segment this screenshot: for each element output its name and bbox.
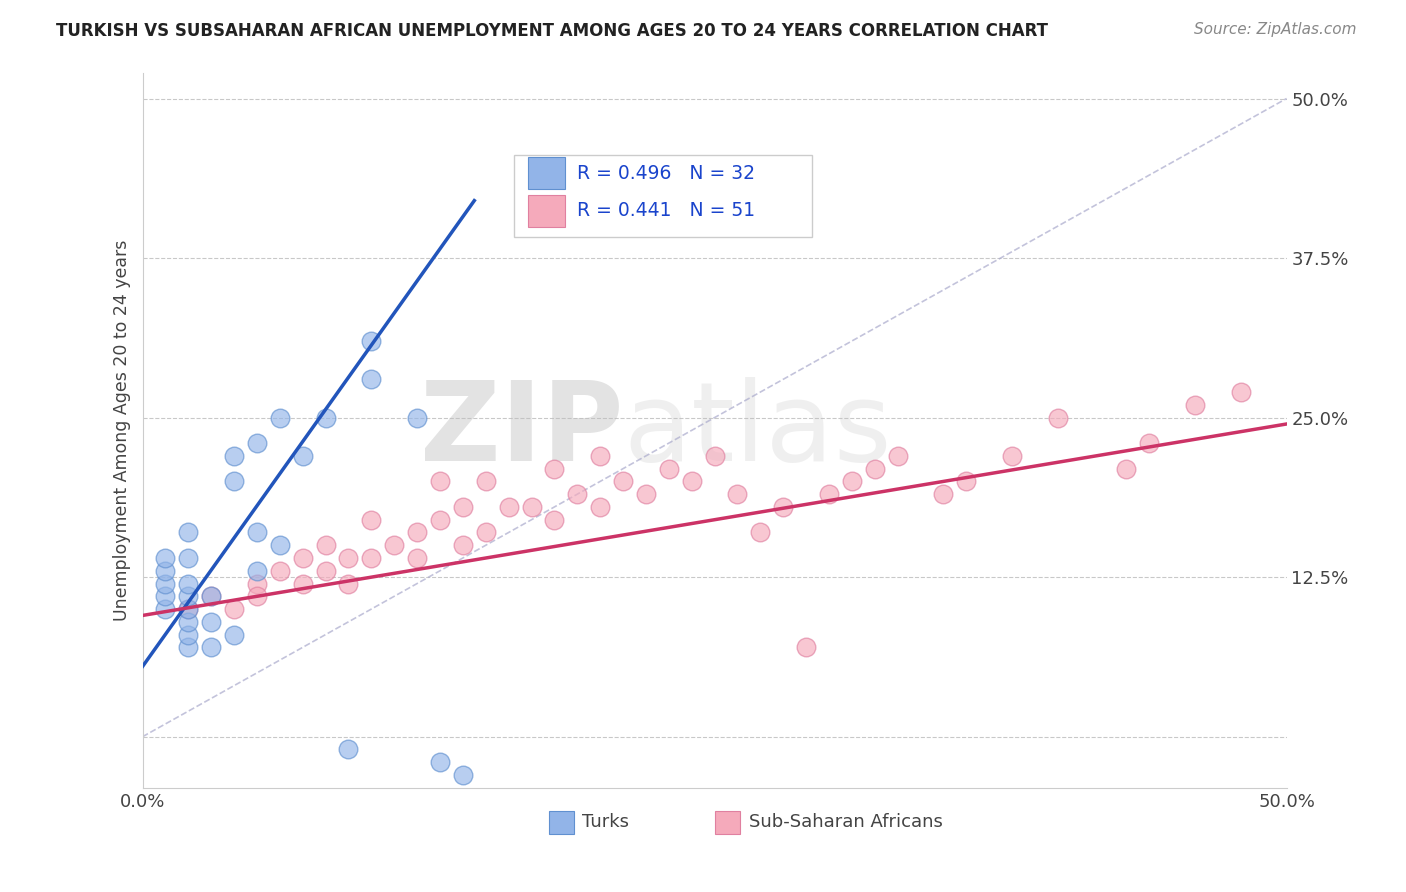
Text: Turks: Turks [582,814,628,831]
Point [863,461,886,475]
Point [155,564,177,578]
Bar [714,812,740,834]
Point [406,525,429,540]
Point [246,564,269,578]
Point [337,576,360,591]
Point [681,475,703,489]
Point [315,564,337,578]
Point [200,589,222,603]
Point [200,589,222,603]
Point [155,602,177,616]
Point [222,627,245,641]
Point [200,640,222,655]
Text: Source: ZipAtlas.com: Source: ZipAtlas.com [1194,22,1357,37]
Point [474,525,496,540]
Point [246,436,269,450]
Point [498,500,520,514]
Point [177,602,200,616]
Text: ZIP: ZIP [419,376,623,483]
Point [1230,385,1253,400]
Point [725,487,748,501]
Text: atlas: atlas [623,376,891,483]
Point [200,615,222,629]
Point [818,487,841,501]
Point [543,461,565,475]
Point [269,564,291,578]
Point [177,525,200,540]
Point [567,487,589,501]
Point [291,551,314,566]
Point [406,551,429,566]
Point [337,742,360,756]
Text: R = 0.441   N = 51: R = 0.441 N = 51 [578,201,755,219]
Point [177,589,200,603]
Point [1046,410,1069,425]
Point [291,449,314,463]
Point [360,372,382,386]
Text: Sub-Saharan Africans: Sub-Saharan Africans [749,814,943,831]
Point [177,551,200,566]
Bar [529,158,565,189]
Point [246,525,269,540]
Point [772,500,794,514]
Point [451,500,474,514]
Point [703,449,725,463]
Point [291,576,314,591]
Point [932,487,955,501]
Point [520,500,543,514]
Point [794,640,817,655]
Point [658,461,681,475]
Point [177,576,200,591]
Point [451,538,474,552]
Point [589,500,612,514]
Point [429,513,451,527]
Point [406,410,429,425]
Point [360,551,382,566]
Point [382,538,405,552]
Point [1115,461,1137,475]
Point [543,513,565,527]
Bar [548,812,574,834]
Y-axis label: Unemployment Among Ages 20 to 24 years: Unemployment Among Ages 20 to 24 years [114,240,131,621]
Point [222,475,245,489]
Point [886,449,908,463]
Point [1184,398,1206,412]
Point [1137,436,1160,450]
FancyBboxPatch shape [515,155,811,237]
Point [612,475,634,489]
Point [841,475,863,489]
Point [360,513,382,527]
Point [749,525,772,540]
Point [315,538,337,552]
Point [315,410,337,425]
Point [955,475,977,489]
Bar [529,194,565,227]
Point [155,589,177,603]
Point [246,589,269,603]
Point [222,449,245,463]
Point [269,410,291,425]
Text: R = 0.496   N = 32: R = 0.496 N = 32 [578,163,755,183]
Point [429,475,451,489]
Point [269,538,291,552]
Point [360,334,382,348]
Point [177,640,200,655]
Point [246,576,269,591]
Point [451,768,474,782]
Point [1001,449,1024,463]
Point [155,576,177,591]
Point [337,551,360,566]
Point [589,449,612,463]
Text: TURKISH VS SUBSAHARAN AFRICAN UNEMPLOYMENT AMONG AGES 20 TO 24 YEARS CORRELATION: TURKISH VS SUBSAHARAN AFRICAN UNEMPLOYME… [56,22,1049,40]
Point [155,551,177,566]
Point [429,756,451,770]
Point [177,602,200,616]
Point [222,602,245,616]
Point [177,615,200,629]
Point [177,627,200,641]
Point [474,475,496,489]
Point [634,487,657,501]
